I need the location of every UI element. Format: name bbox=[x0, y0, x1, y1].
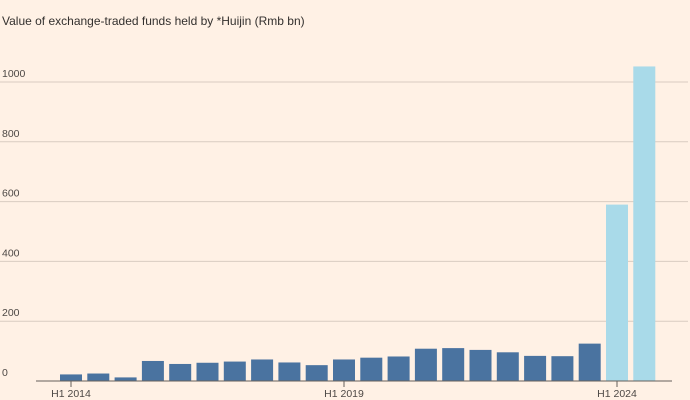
bar-h1-2017 bbox=[223, 361, 246, 381]
bars bbox=[60, 66, 656, 382]
bar-h1-2020 bbox=[387, 356, 410, 381]
bar-h1-2022 bbox=[496, 352, 519, 381]
x-tick-label: H1 2014 bbox=[51, 388, 91, 400]
x-axis: H1 2014 H1 2019 H1 2024 bbox=[36, 380, 672, 400]
bar-h1-2023 bbox=[551, 356, 574, 381]
y-tick-label: 600 bbox=[2, 188, 20, 200]
bar-h2-2018 bbox=[305, 365, 328, 381]
bar-h2-2023 bbox=[578, 343, 601, 381]
bar-h2-2020 bbox=[414, 348, 437, 381]
y-tick-label: 200 bbox=[2, 307, 20, 319]
bar-h2-2022 bbox=[524, 355, 547, 381]
bar-h2-2021 bbox=[469, 349, 492, 381]
bar-h1-2014 bbox=[60, 374, 82, 381]
bar-h2-2024 bbox=[633, 66, 656, 382]
chart-title: Value of exchange-traded funds held by *… bbox=[2, 14, 305, 28]
bar-h2-2014 bbox=[87, 373, 110, 381]
x-tick-label: H1 2019 bbox=[324, 388, 364, 400]
y-tick-label: 800 bbox=[2, 128, 20, 140]
bar-h2-2017 bbox=[251, 359, 274, 381]
bar-h2-2016 bbox=[196, 362, 219, 381]
x-tick-label: H1 2024 bbox=[597, 388, 637, 400]
bar-h2-2019 bbox=[360, 357, 383, 381]
y-tick-label: 0 bbox=[2, 367, 8, 379]
bar-h1-2015 bbox=[114, 377, 137, 381]
bar-h1-2021 bbox=[442, 348, 465, 381]
y-tick-label: 1000 bbox=[2, 68, 26, 80]
bar-h1-2018 bbox=[278, 362, 301, 381]
gridlines: 0 200 400 600 800 1000 bbox=[0, 68, 688, 379]
bar-h2-2015 bbox=[141, 360, 164, 381]
bar-h1-2024 bbox=[606, 204, 628, 381]
y-tick-label: 400 bbox=[2, 247, 20, 259]
bar-h1-2016 bbox=[169, 363, 192, 381]
bar-h1-2019 bbox=[333, 359, 355, 381]
